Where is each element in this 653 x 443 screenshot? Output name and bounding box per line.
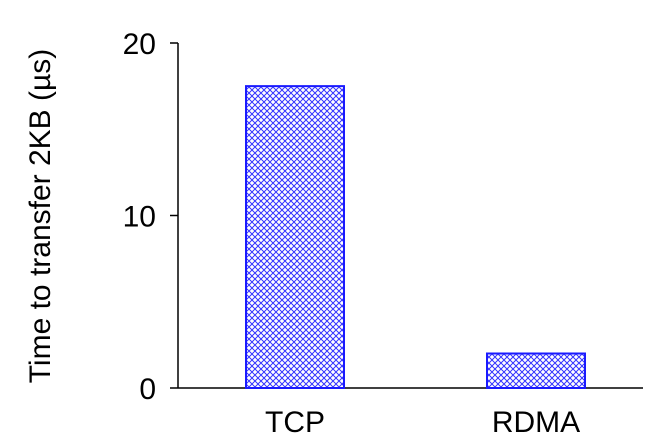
y-tick-label: 10 — [123, 201, 156, 234]
bar-rdma — [486, 352, 586, 389]
y-axis-title: Time to transfer 2KB (µs) — [24, 49, 57, 384]
bar-tcp — [245, 85, 345, 389]
y-tick-label: 0 — [139, 373, 156, 406]
y-tick-label: 20 — [123, 28, 156, 61]
x-category-label: TCP — [265, 406, 325, 439]
x-category-label: RDMA — [492, 406, 580, 439]
